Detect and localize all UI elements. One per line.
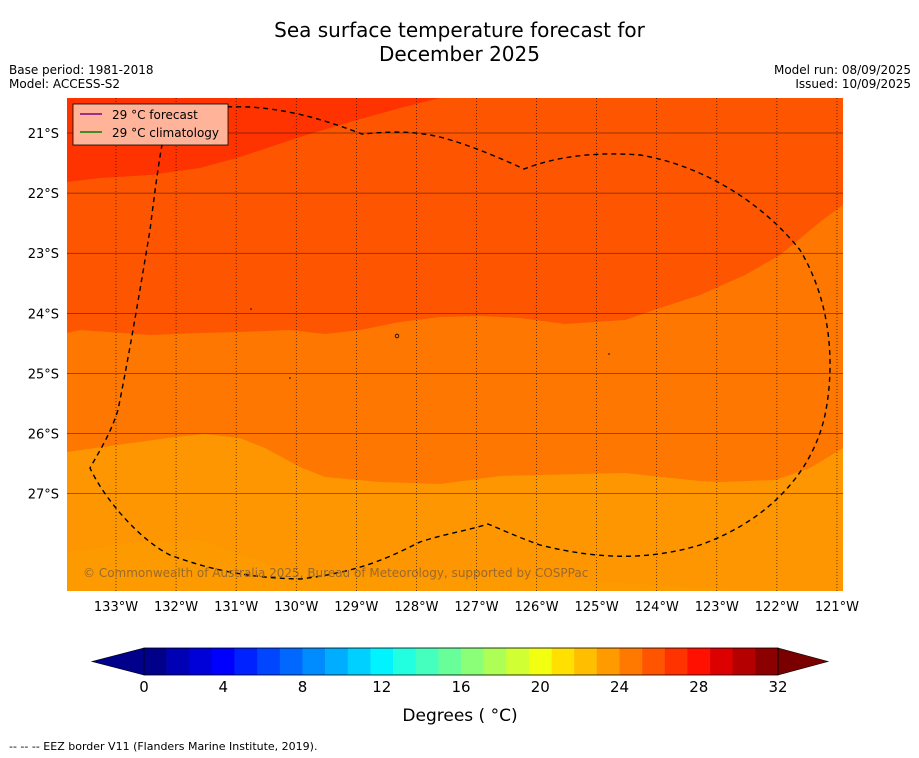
eez-border <box>89 106 831 580</box>
sst-band-bottom <box>67 540 843 591</box>
longitude-label: 132°W <box>154 600 198 615</box>
latitude-label: 24°S <box>28 307 59 322</box>
sst-map-area: © Commonwealth of Australia 2025, Bureau… <box>67 98 843 591</box>
colorbar-tick-label: 0 <box>139 678 149 696</box>
base-period: Base period: 1981-2018 <box>9 63 154 77</box>
latitude-labels: 21°S 22°S 23°S 24°S 25°S 26°S 27°S <box>28 127 59 503</box>
colorbar-segment <box>279 648 303 675</box>
colorbar-segment <box>438 648 462 675</box>
colorbar-tick-label: 24 <box>610 678 629 696</box>
longitude-label: 121°W <box>815 600 859 615</box>
island-marker <box>289 377 291 379</box>
colorbar-segment <box>619 648 643 675</box>
island-marker <box>250 308 252 310</box>
latitude-label: 26°S <box>28 428 59 443</box>
colorbar-tick-label: 12 <box>372 678 391 696</box>
colorbar-segment <box>596 648 620 675</box>
colorbar-segment <box>257 648 281 675</box>
longitude-label: 133°W <box>94 600 138 615</box>
colorbar-segment <box>732 648 756 675</box>
colorbar-title: Degrees ( °C) <box>402 706 517 726</box>
colorbar-tick-label: 16 <box>451 678 470 696</box>
colorbar-segment <box>687 648 711 675</box>
colorbar-segment <box>710 648 734 675</box>
legend-climatology-label: 29 °C climatology <box>112 126 219 140</box>
issued-date: Issued: 10/09/2025 <box>795 77 911 91</box>
chart-title: Sea surface temperature forecast for Dec… <box>0 18 919 66</box>
longitude-labels: 133°W 132°W 131°W 130°W 129°W 128°W 127°W 126°W… <box>94 600 859 615</box>
colorbar-segment <box>189 648 213 675</box>
colorbar-tick-label: 8 <box>298 678 308 696</box>
legend-forecast-label: 29 °C forecast <box>112 108 198 122</box>
colorbar-tick-label: 32 <box>768 678 787 696</box>
colorbar-segment <box>461 648 484 675</box>
colorbar-tick-label: 4 <box>218 678 228 696</box>
legend-box <box>72 103 229 146</box>
longitude-label: 130°W <box>274 600 318 615</box>
longitude-label: 125°W <box>575 600 619 615</box>
colorbar-segment <box>166 648 190 675</box>
longitude-label: 129°W <box>334 600 378 615</box>
graticule <box>67 98 843 591</box>
meta-right: Model run: 08/09/2025 Issued: 10/09/2025 <box>774 63 911 91</box>
legend: 29 °C forecast 29 °C climatology <box>72 103 229 146</box>
colorbar-segment <box>415 648 439 675</box>
colorbar-extend-low <box>90 647 145 676</box>
colorbar-tick-label: 20 <box>531 678 550 696</box>
latitude-label: 21°S <box>28 127 59 142</box>
colorbar-segment <box>506 648 530 675</box>
colorbar-segment <box>393 648 417 675</box>
model-run: Model run: 08/09/2025 <box>773 63 911 77</box>
colorbar-segment <box>574 648 598 675</box>
longitude-label: 123°W <box>695 600 739 615</box>
title-line-2: December 2025 <box>379 42 540 66</box>
longitude-label: 128°W <box>394 600 438 615</box>
colorbar-segment <box>144 648 167 675</box>
colorbar-segment <box>234 648 258 675</box>
colorbar-tick-labels: 0 4 8 12 16 20 24 28 32 <box>139 678 787 696</box>
latitude-label: 27°S <box>28 488 59 503</box>
colorbar-segment <box>483 648 507 675</box>
colorbar-outline <box>143 647 779 676</box>
island-marker <box>394 333 400 339</box>
title-line-1: Sea surface temperature forecast for <box>274 18 645 42</box>
colorbar-segment <box>755 648 779 675</box>
longitude-label: 127°W <box>454 600 498 615</box>
longitude-label: 126°W <box>514 600 558 615</box>
latitude-label: 23°S <box>28 247 59 262</box>
latitude-label: 22°S <box>28 187 59 202</box>
model-name: Model: ACCESS-S2 <box>9 77 121 91</box>
colorbar-segment <box>551 648 575 675</box>
colorbar-segment <box>325 648 349 675</box>
longitude-label: 122°W <box>755 600 799 615</box>
colorbar-segment <box>642 648 666 675</box>
colorbar-segment <box>302 648 326 675</box>
colorbar-segment <box>211 648 235 675</box>
latitude-label: 25°S <box>28 367 59 382</box>
longitude-label: 124°W <box>635 600 679 615</box>
colorbar-extend-high <box>777 647 830 676</box>
colorbar-segment <box>370 648 394 675</box>
island-marker <box>608 353 610 355</box>
colorbar-tick-label: 28 <box>689 678 708 696</box>
longitude-label: 131°W <box>214 600 258 615</box>
meta-left: Base period: 1981-2018 Model: ACCESS-S2 <box>9 63 154 91</box>
colorbar <box>90 647 830 676</box>
copyright-text: © Commonwealth of Australia 2025, Bureau… <box>83 566 588 580</box>
colorbar-segment <box>528 648 552 675</box>
eez-footnote: -- -- -- EEZ border V11 (Flanders Marine… <box>9 740 318 753</box>
colorbar-segment <box>347 648 371 675</box>
colorbar-segment <box>664 648 688 675</box>
